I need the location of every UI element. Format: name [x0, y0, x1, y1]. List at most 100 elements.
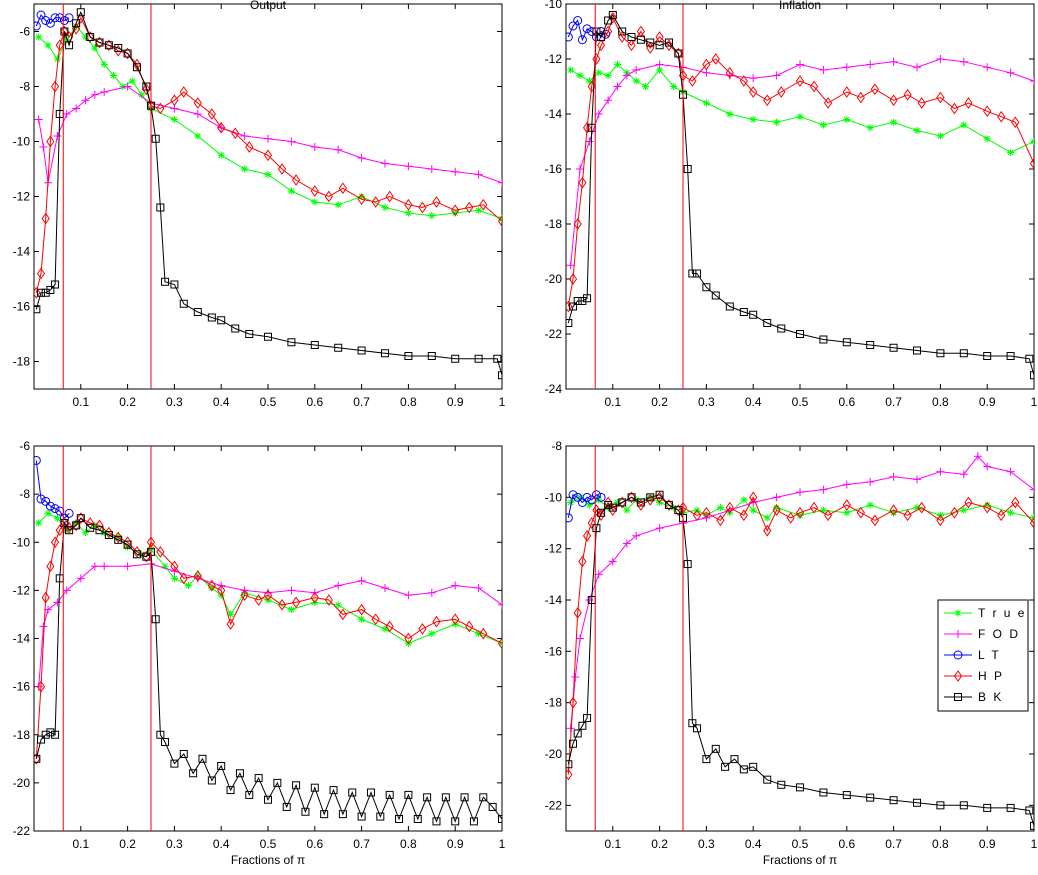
y-tick-label: -10	[13, 135, 31, 149]
marker-bk-26	[217, 762, 226, 771]
marker-hp-41	[497, 215, 502, 228]
marker-bk-46	[404, 790, 413, 799]
marker-hp-6	[592, 53, 601, 65]
marker-bk-28	[777, 780, 786, 789]
marker-true-13	[170, 574, 178, 582]
marker-hp-12	[636, 499, 645, 511]
marker-bk-8	[604, 16, 613, 25]
y-tick-label: -16	[13, 680, 31, 694]
marker-bk-7	[65, 526, 74, 535]
x-tick-label: 1	[1031, 837, 1038, 851]
marker-hp-38	[983, 105, 992, 118]
marker-bk-26	[231, 324, 240, 333]
marker-bk-23	[725, 302, 734, 311]
x-axis-label: Fractions of π	[763, 853, 837, 867]
marker-hp-41	[1011, 496, 1020, 509]
marker-hp-34	[371, 613, 380, 626]
marker-bk-13	[114, 535, 123, 544]
marker-hp-30	[310, 591, 319, 604]
marker-bk-25	[739, 765, 748, 774]
marker-true-3	[595, 69, 603, 77]
y-tick-label: -18	[545, 696, 563, 710]
marker-lt-2	[41, 496, 51, 506]
y-tick-label: -22	[545, 327, 563, 341]
marker-bk-38	[329, 786, 338, 795]
marker-hp-39	[997, 110, 1006, 123]
marker-fod-1	[39, 622, 48, 631]
x-tick-label: 0.1	[604, 837, 621, 851]
marker-bk-20	[161, 737, 170, 746]
marker-bk-29	[287, 338, 296, 347]
marker-hp-39	[465, 201, 474, 214]
marker-hp-19	[170, 560, 179, 573]
marker-true-27	[960, 506, 968, 514]
marker-true-18	[287, 187, 295, 195]
marker-lt-0	[566, 32, 573, 42]
marker-fod-5	[72, 104, 81, 113]
marker-bk-10	[618, 498, 627, 507]
marker-true-14	[184, 581, 193, 590]
marker-hp-30	[324, 190, 333, 203]
x-tick-label: 0.4	[213, 837, 230, 851]
marker-hp-35	[936, 91, 945, 104]
series-hp	[566, 11, 1034, 313]
y-tick-label: -12	[545, 52, 563, 66]
marker-true-14	[749, 115, 757, 124]
marker-true-17	[749, 506, 757, 514]
marker-true-6	[623, 506, 631, 514]
marker-hp-36	[404, 632, 413, 645]
marker-bk-11	[95, 526, 104, 535]
marker-bk-20	[161, 277, 170, 286]
marker-hp-34	[385, 190, 394, 203]
marker-bk-12	[104, 531, 113, 540]
marker-hp-16	[142, 83, 151, 96]
marker-hp-5	[55, 524, 64, 537]
marker-hp-29	[291, 596, 301, 609]
marker-hp-28	[823, 97, 833, 109]
marker-bk-21	[170, 280, 179, 289]
marker-bk-25	[207, 776, 216, 785]
marker-bk-31	[334, 343, 343, 352]
marker-bk-37	[474, 354, 483, 363]
marker-fod-9	[123, 82, 132, 91]
marker-bk-13	[646, 493, 655, 502]
marker-hp-12	[104, 526, 113, 539]
marker-bk-0	[34, 754, 41, 763]
marker-bk-35	[936, 801, 945, 810]
marker-hp-26	[795, 75, 805, 87]
marker-hp-13	[114, 531, 123, 544]
marker-lt-3	[577, 497, 587, 507]
x-tick-label: 0.5	[260, 837, 277, 851]
marker-hp-21	[193, 97, 202, 109]
marker-true-22	[381, 203, 389, 212]
marker-bk-16	[674, 49, 683, 58]
marker-bk-32	[889, 343, 898, 352]
marker-hp-4	[50, 80, 60, 93]
x-tick-label: 0.9	[979, 837, 996, 851]
marker-hp-24	[226, 618, 235, 630]
marker-true-16	[740, 496, 748, 504]
marker-hp-40	[465, 620, 474, 633]
y-tick-label: -18	[545, 217, 563, 231]
marker-true-5	[613, 60, 622, 69]
marker-true-30	[498, 639, 502, 647]
marker-hp-20	[716, 514, 725, 527]
marker-true-18	[763, 514, 771, 522]
marker-bk-21	[702, 755, 711, 764]
marker-true-1	[576, 71, 584, 80]
marker-bk-19	[688, 269, 697, 278]
marker-fod-7	[632, 66, 641, 74]
marker-bk-37	[1006, 352, 1015, 360]
marker-hp-30	[842, 499, 851, 511]
marker-hp-35	[385, 620, 394, 633]
marker-fod-22	[427, 165, 436, 173]
marker-hp-9	[608, 11, 617, 24]
marker-lt-legend	[953, 650, 963, 660]
marker-fod-20	[936, 55, 945, 63]
marker-bk-32	[357, 346, 366, 355]
marker-fod-15	[819, 66, 828, 74]
x-tick-label: 0.9	[979, 395, 996, 409]
marker-lt-7	[64, 508, 74, 518]
